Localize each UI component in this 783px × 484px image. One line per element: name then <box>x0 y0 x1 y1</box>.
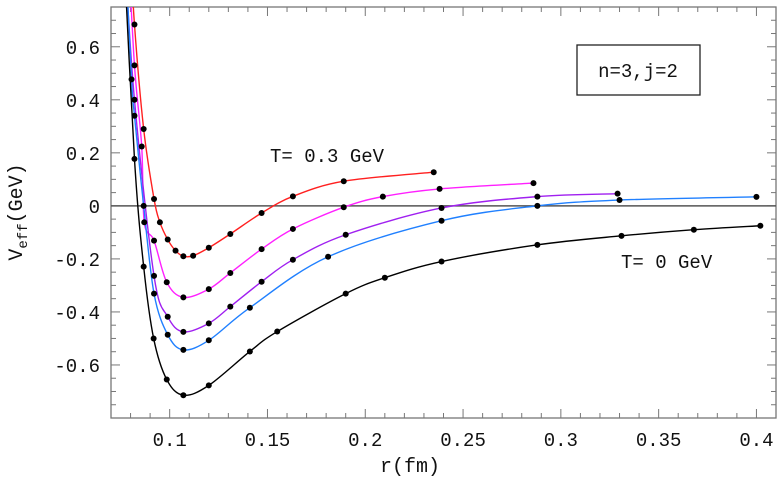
data-point <box>131 112 138 119</box>
x-tick-label: 0.4 <box>739 430 773 452</box>
data-point <box>757 222 764 229</box>
data-point <box>131 21 138 28</box>
data-point <box>140 202 147 209</box>
data-point <box>164 236 171 243</box>
x-tick-label: 0.25 <box>440 430 486 452</box>
series-line-0 <box>132 7 434 258</box>
data-point <box>379 193 386 200</box>
data-point <box>205 337 212 344</box>
data-point <box>205 382 212 389</box>
data-point <box>340 204 347 211</box>
data-point <box>205 244 212 251</box>
x-tick-label: 0.3 <box>544 430 578 452</box>
data-point <box>172 247 179 254</box>
data-point <box>163 376 170 383</box>
data-point <box>227 269 234 276</box>
data-point <box>438 258 445 265</box>
y-tick-label: -0.4 <box>54 303 100 325</box>
data-point <box>618 232 625 239</box>
x-tick-label: 0.15 <box>245 430 291 452</box>
data-point <box>151 272 158 279</box>
data-point <box>227 303 234 310</box>
data-point <box>289 256 296 263</box>
data-point <box>342 290 349 297</box>
y-tick-label: 0.2 <box>66 144 100 166</box>
legend-text: n=3,j=2 <box>598 61 678 83</box>
data-point <box>258 210 265 217</box>
data-point <box>534 241 541 248</box>
data-point <box>227 230 234 237</box>
data-point <box>180 328 187 335</box>
y-tick-label: -0.2 <box>54 250 100 272</box>
data-point <box>190 252 197 259</box>
data-point <box>180 346 187 353</box>
data-point <box>140 125 147 132</box>
data-point <box>128 76 135 83</box>
data-point <box>325 253 332 260</box>
y-tick-label: 0 <box>89 197 100 219</box>
data-point <box>534 193 541 200</box>
y-tick-labels: 0.6 0.4 0.2 0 -0.2 -0.4 -0.6 <box>54 38 100 378</box>
data-point <box>258 246 265 253</box>
data-point <box>180 253 187 260</box>
data-point <box>205 286 212 293</box>
x-tick-label: 0.1 <box>153 430 187 452</box>
data-point <box>164 313 171 320</box>
data-point <box>614 190 621 197</box>
data-point <box>205 320 212 327</box>
data-point <box>246 348 253 355</box>
axis-ticks <box>110 6 777 419</box>
data-point <box>151 290 158 297</box>
data-point <box>140 263 147 270</box>
y-axis-label: Veff(GeV) <box>6 163 32 260</box>
data-point <box>151 195 158 202</box>
data-point <box>138 143 145 150</box>
data-point <box>340 178 347 185</box>
y-tick-label: 0.6 <box>66 38 100 60</box>
data-point <box>438 217 445 224</box>
series-line-4 <box>125 7 761 397</box>
data-point <box>289 193 296 200</box>
data-point <box>753 193 760 200</box>
x-tick-label: 0.35 <box>636 430 682 452</box>
data-point <box>150 335 157 342</box>
y-tick-label: -0.6 <box>54 356 100 378</box>
data-point <box>436 185 443 192</box>
legend-box <box>576 44 701 96</box>
data-point <box>156 219 163 226</box>
data-point <box>430 169 437 176</box>
data-point <box>438 204 445 211</box>
annotation-t-zero: T= 0 GeV <box>621 252 713 274</box>
data-point <box>381 274 388 281</box>
data-point <box>141 219 148 226</box>
x-tick-labels: 0.1 0.15 0.2 0.25 0.3 0.35 0.4 <box>153 430 774 452</box>
annotation-t-high: T= 0.3 GeV <box>270 146 385 168</box>
data-point <box>530 180 537 187</box>
data-point <box>616 197 623 204</box>
data-point <box>163 279 170 286</box>
data-point <box>289 225 296 232</box>
data-point <box>131 155 138 162</box>
data-point <box>164 331 171 338</box>
data-point <box>180 392 187 399</box>
data-point <box>246 304 253 311</box>
x-tick-label: 0.2 <box>348 430 382 452</box>
data-point <box>690 226 697 233</box>
data-point <box>534 202 541 209</box>
data-point <box>342 231 349 238</box>
data-point <box>180 294 187 301</box>
y-tick-label: 0.4 <box>66 91 100 113</box>
x-axis-label: r(fm) <box>380 456 440 479</box>
data-point <box>131 62 138 69</box>
data-point <box>151 237 158 244</box>
data-points <box>128 21 764 399</box>
data-point <box>274 328 281 335</box>
data-point <box>131 96 138 103</box>
data-point <box>258 278 265 285</box>
